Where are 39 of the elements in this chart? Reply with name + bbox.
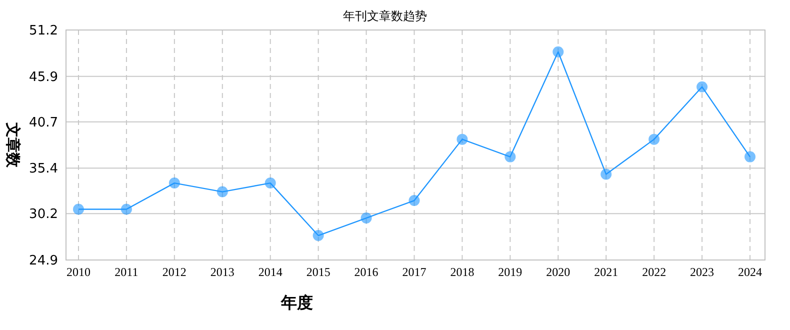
point xyxy=(120,204,132,215)
x-axis-title: 年度 xyxy=(280,293,313,312)
x-tick-label: 2011 xyxy=(114,265,138,279)
point xyxy=(408,195,420,206)
x-tick-label: 2013 xyxy=(210,265,234,279)
x-tick-label: 2020 xyxy=(546,265,570,279)
x-tick-label: 2010 xyxy=(66,265,90,279)
x-tick-label: 2019 xyxy=(498,265,522,279)
x-tick-label: 2024 xyxy=(738,265,762,279)
point xyxy=(216,186,228,198)
chart-title: 年刊文章数趋势 xyxy=(343,9,427,23)
x-tick-label: 2017 xyxy=(402,265,426,279)
point xyxy=(552,46,564,58)
x-tick-label: 2018 xyxy=(450,265,474,279)
point xyxy=(744,151,756,162)
point xyxy=(648,134,660,145)
point xyxy=(696,81,708,92)
point xyxy=(504,151,516,162)
point xyxy=(264,178,276,189)
y-tick-label: 51.2 xyxy=(29,24,58,39)
x-tick-label: 2015 xyxy=(306,265,330,279)
x-tick-label: 2021 xyxy=(594,265,618,279)
y-tick-label: 30.2 xyxy=(29,207,58,222)
point xyxy=(360,212,372,224)
point xyxy=(73,204,84,215)
x-tick-label: 2016 xyxy=(354,265,378,279)
x-tick-label: 2022 xyxy=(642,265,666,279)
y-tick-label: 40.7 xyxy=(29,115,58,130)
x-tick-label: 2014 xyxy=(258,265,282,279)
y-axis-title: 文章数 xyxy=(4,122,22,168)
point xyxy=(600,168,612,180)
point xyxy=(168,178,180,189)
x-tick-label: 2023 xyxy=(690,265,714,279)
y-tick-label: 35.4 xyxy=(29,162,58,177)
y-tick-label: 24.9 xyxy=(29,254,58,269)
x-tick-label: 2012 xyxy=(162,265,186,279)
point xyxy=(312,230,324,242)
y-tick-label: 45.9 xyxy=(29,70,58,85)
point xyxy=(456,134,468,145)
